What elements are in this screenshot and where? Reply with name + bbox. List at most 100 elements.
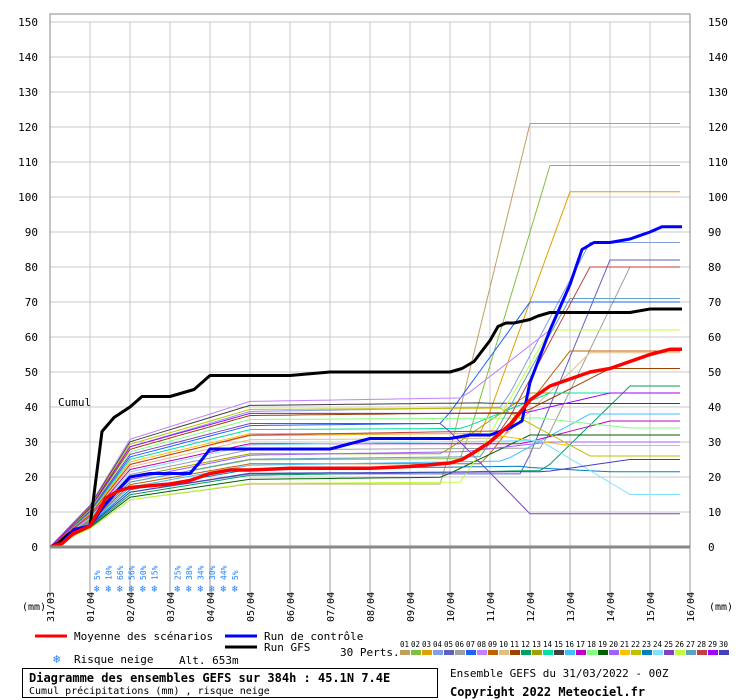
ensemble-member-line	[49, 439, 680, 548]
pert-id-label: 20	[609, 640, 619, 649]
y-tick-label-left: 150	[18, 16, 38, 29]
x-tick-label: 05/04	[246, 592, 257, 622]
main-series	[49, 225, 682, 549]
snow-risk-row: 5%❄10%❄66%❄56%❄50%❄15%❄25%❄38%❄34%❄30%❄4…	[93, 565, 240, 595]
pert-id-label: 08	[477, 640, 487, 649]
pert-swatch	[488, 650, 498, 655]
ensemble-member-line	[49, 385, 680, 548]
ensemble-member-line	[49, 423, 680, 548]
snowflake-icon: ❄	[53, 652, 60, 666]
mean-series-line	[49, 347, 682, 549]
ensemble-member-line	[49, 266, 680, 548]
pert-swatch	[686, 650, 696, 655]
ensemble-member-line	[49, 407, 680, 548]
pert-id-label: 27	[686, 640, 695, 649]
snowflake-icon: ❄	[140, 584, 147, 595]
pert-swatch	[466, 650, 476, 655]
legend-snow-label: Risque neige	[74, 653, 153, 666]
pert-id-label: 15	[554, 640, 563, 649]
pert-id-row: 01 02 03 04 05 06 07 08 09 10 11 12 13 14 15 16 17 18 19 20…	[400, 640, 729, 649]
y-tick-label-left: 60	[25, 331, 38, 344]
pert-id-label: 18	[587, 640, 597, 649]
x-tick-label: 09/04	[406, 592, 417, 622]
y-tick-label-left: 130	[18, 86, 38, 99]
pert-id-label: 09	[488, 640, 497, 649]
pert-swatch	[444, 650, 454, 655]
ensemble-member-line	[49, 123, 680, 548]
y-tick-label-left: 40	[25, 401, 38, 414]
snow-risk-percent: 30%	[208, 565, 217, 580]
ensemble-member-line	[49, 191, 680, 548]
pert-swatch	[719, 650, 729, 655]
snowflake-icon: ❄	[94, 584, 101, 595]
y-tick-label-right: 150	[708, 16, 728, 29]
ensemble-member-line	[49, 392, 680, 548]
pert-swatch	[554, 650, 564, 655]
x-tick-label: 02/04	[126, 592, 137, 622]
snow-risk-percent: 38%	[185, 565, 194, 580]
pert-id-label: 26	[675, 640, 685, 649]
chart-subtitle: Cumul précipitations (mm) , risque neige	[29, 686, 270, 697]
title-box: Diagramme des ensembles GEFS sur 384h : …	[22, 668, 438, 698]
chart-title: Diagramme des ensembles GEFS sur 384h : …	[29, 671, 391, 685]
ensemble-member-line	[49, 368, 680, 548]
y-tick-label-right: 110	[708, 156, 728, 169]
pert-swatch	[675, 650, 685, 655]
gfs-series-line	[49, 307, 682, 549]
y-tick-label-right: 50	[708, 366, 721, 379]
y-tick-label-left: 120	[18, 121, 38, 134]
y-tick-label-right: 70	[708, 296, 721, 309]
pert-swatch	[631, 650, 641, 655]
snowflake-icon: ❄	[232, 584, 239, 595]
ensemble-member-line	[49, 301, 680, 548]
pert-id-label: 13	[532, 640, 541, 649]
legend-alt-label: Alt. 653m	[179, 654, 239, 667]
snow-risk-percent: 56%	[128, 565, 137, 580]
snowflake-icon: ❄	[117, 584, 124, 595]
x-tick-label: 08/04	[366, 592, 377, 622]
y-tick-label-left: 10	[25, 506, 38, 519]
y-tick-label-right: 10	[708, 506, 721, 519]
legend-mean-label: Moyenne des scénarios	[74, 630, 213, 643]
x-tick-label: 10/04	[446, 592, 457, 622]
snow-risk-percent: 66%	[116, 565, 125, 580]
pert-id-label: 11	[510, 640, 519, 649]
pert-id-label: 02	[411, 640, 420, 649]
ensemble-member-line	[49, 434, 680, 548]
y-tick-label-left: 100	[18, 191, 38, 204]
pert-swatch	[521, 650, 531, 655]
y-tick-label-right: 30	[708, 436, 721, 449]
x-tick-label: 11/04	[486, 592, 497, 622]
y-tick-label-left: 140	[18, 51, 38, 64]
pert-swatch	[565, 650, 575, 655]
legend-perts-label: 30 Perts.	[340, 646, 400, 659]
pert-swatch	[609, 650, 619, 655]
y-tick-label-left: 30	[25, 436, 38, 449]
pert-id-label: 12	[521, 640, 530, 649]
pert-id-label: 03	[422, 640, 431, 649]
pert-swatch	[598, 650, 608, 655]
ensemble-lines	[49, 123, 680, 548]
pert-swatch	[697, 650, 707, 655]
y-tick-label-left: 0	[31, 541, 38, 554]
chart-axes: 0 0 10 10 20 20 30 30 40 40 50 50 60 60 70 70 80 80 90 90 10…	[18, 13, 728, 622]
y-tick-label-right: 0	[708, 541, 715, 554]
pert-id-label: 16	[565, 640, 575, 649]
pert-id-label: 30	[719, 640, 729, 649]
x-tick-label: 04/04	[206, 592, 217, 622]
y-tick-label-left: 70	[25, 296, 38, 309]
snow-risk-percent: 44%	[220, 565, 229, 580]
pert-id-label: 19	[598, 640, 607, 649]
pert-id-label: 21	[620, 640, 629, 649]
pert-swatch	[411, 650, 421, 655]
snowflake-icon: ❄	[186, 584, 193, 595]
pert-swatch	[499, 650, 509, 655]
ensemble-member-line	[49, 459, 680, 548]
y-tick-label-left: 20	[25, 471, 38, 484]
pert-id-label: 22	[631, 640, 640, 649]
pert-swatch	[653, 650, 663, 655]
snow-risk-percent: 5%	[93, 570, 102, 580]
y-tick-label-right: 100	[708, 191, 728, 204]
x-tick-label: 15/04	[646, 592, 657, 622]
control-series-line	[49, 225, 682, 549]
